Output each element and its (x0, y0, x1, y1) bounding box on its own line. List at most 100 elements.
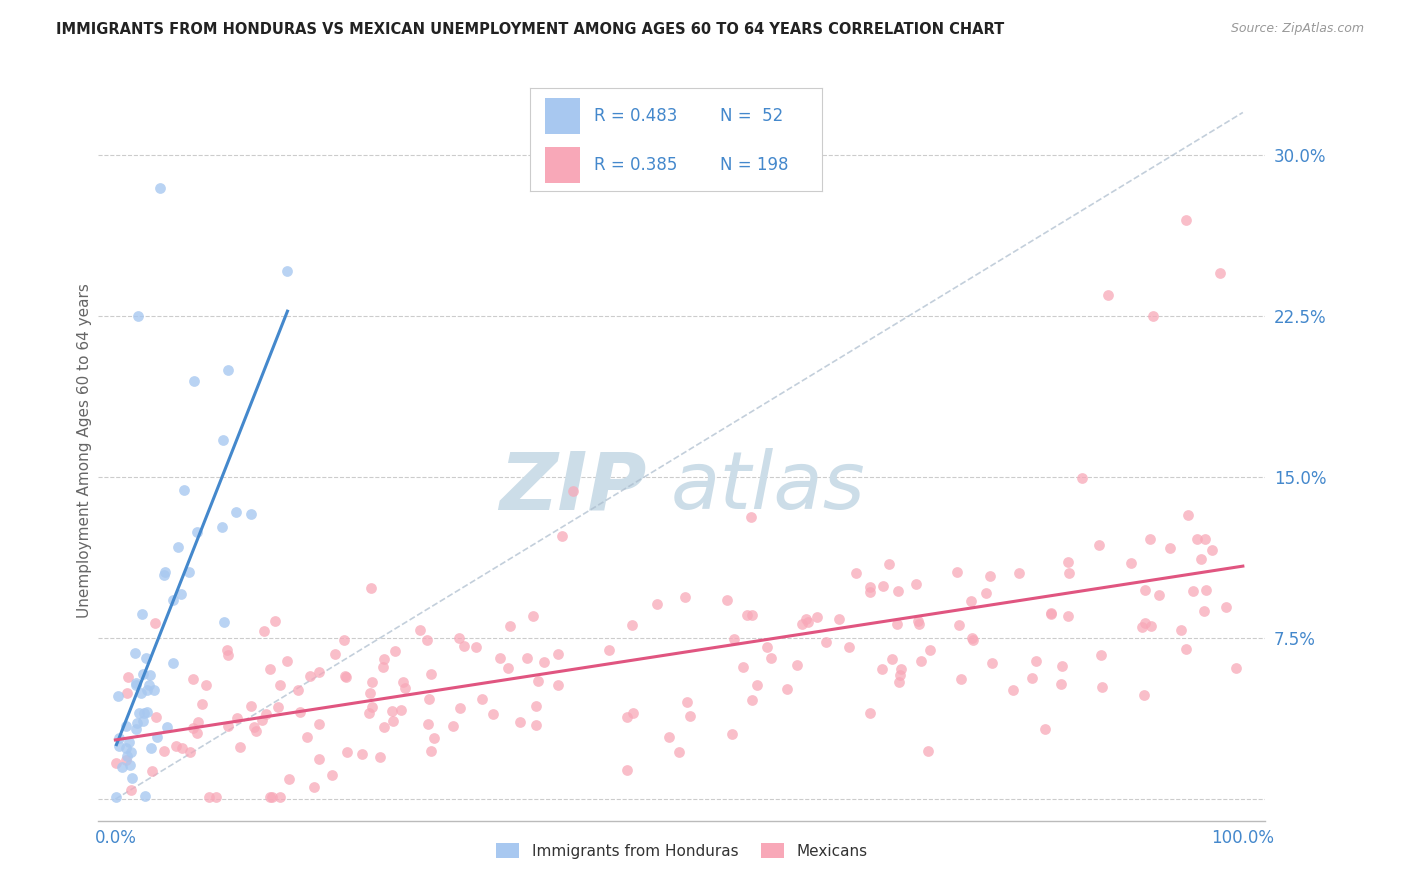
Point (269, 678, 291, 692)
Point (125, 678, 148, 692)
Point (1133, 688, 1156, 702)
Point (948, 618, 970, 632)
Point (1140, 619, 1163, 633)
Point (384, 644, 406, 658)
Point (127, 310, 149, 324)
Point (371, 660, 394, 674)
Point (120, 745, 142, 759)
Point (886, 617, 908, 632)
Point (1135, 582, 1157, 597)
Point (115, 753, 138, 767)
Point (197, 790, 219, 805)
Point (359, 686, 381, 700)
Point (547, 647, 569, 661)
Point (357, 706, 380, 720)
Point (323, 648, 346, 662)
Point (172, 741, 194, 756)
Point (890, 662, 912, 676)
Point (107, 689, 129, 703)
Point (419, 666, 441, 681)
Point (526, 698, 548, 713)
Point (250, 713, 273, 727)
Point (131, 714, 153, 728)
Point (368, 750, 391, 764)
Point (105, 790, 128, 805)
Point (1091, 680, 1114, 694)
Point (422, 731, 444, 745)
Point (195, 678, 218, 692)
Point (1181, 584, 1204, 599)
Point (598, 643, 620, 657)
Point (120, 783, 142, 797)
Point (838, 640, 860, 654)
Point (1170, 624, 1192, 638)
Point (240, 698, 263, 713)
Point (392, 675, 415, 690)
Point (1177, 508, 1199, 523)
Point (111, 760, 134, 774)
Point (526, 674, 548, 689)
Point (135, 651, 157, 665)
Point (533, 655, 555, 669)
Point (212, 433, 235, 447)
Point (1185, 532, 1208, 546)
Point (673, 591, 696, 605)
Point (278, 772, 301, 786)
Point (143, 616, 166, 631)
Point (723, 632, 745, 646)
Point (115, 740, 138, 755)
Point (524, 718, 547, 732)
Text: ZIP: ZIP (499, 449, 647, 526)
Point (276, 654, 298, 668)
Point (1174, 641, 1197, 656)
Point (1159, 541, 1181, 555)
Point (981, 657, 1004, 671)
Point (1056, 555, 1078, 569)
Point (350, 747, 373, 762)
Point (658, 730, 681, 744)
Point (806, 610, 828, 624)
Point (1049, 676, 1071, 690)
Text: IMMIGRANTS FROM HONDURAS VS MEXICAN UNEMPLOYMENT AMONG AGES 60 TO 64 YEARS CORRE: IMMIGRANTS FROM HONDURAS VS MEXICAN UNEM… (56, 22, 1004, 37)
Point (217, 648, 239, 662)
Point (409, 623, 432, 637)
Point (740, 509, 762, 524)
Point (259, 662, 281, 676)
Point (1008, 566, 1031, 580)
Point (828, 612, 851, 626)
Point (153, 566, 176, 580)
Point (522, 609, 544, 624)
Point (124, 646, 146, 660)
Point (304, 780, 326, 794)
Point (239, 508, 262, 522)
Point (205, 790, 228, 805)
Point (496, 660, 519, 674)
Point (145, 730, 167, 744)
Point (139, 667, 162, 681)
Point (447, 632, 470, 646)
Point (733, 660, 755, 674)
Point (381, 704, 404, 718)
Point (1189, 552, 1212, 566)
Point (391, 703, 413, 717)
Point (115, 686, 138, 700)
Point (183, 374, 205, 388)
Point (776, 681, 799, 696)
Point (416, 632, 439, 647)
Point (1130, 620, 1153, 634)
Point (786, 657, 808, 672)
Point (509, 714, 531, 729)
Point (887, 675, 910, 690)
Point (946, 566, 969, 580)
Point (263, 615, 285, 629)
Point (141, 741, 163, 756)
Point (142, 682, 165, 697)
Point (118, 735, 141, 749)
Point (360, 675, 382, 690)
Point (1209, 267, 1232, 281)
Point (187, 714, 209, 729)
Point (453, 639, 475, 653)
Point (741, 693, 763, 707)
Point (179, 745, 201, 759)
Point (170, 587, 193, 601)
